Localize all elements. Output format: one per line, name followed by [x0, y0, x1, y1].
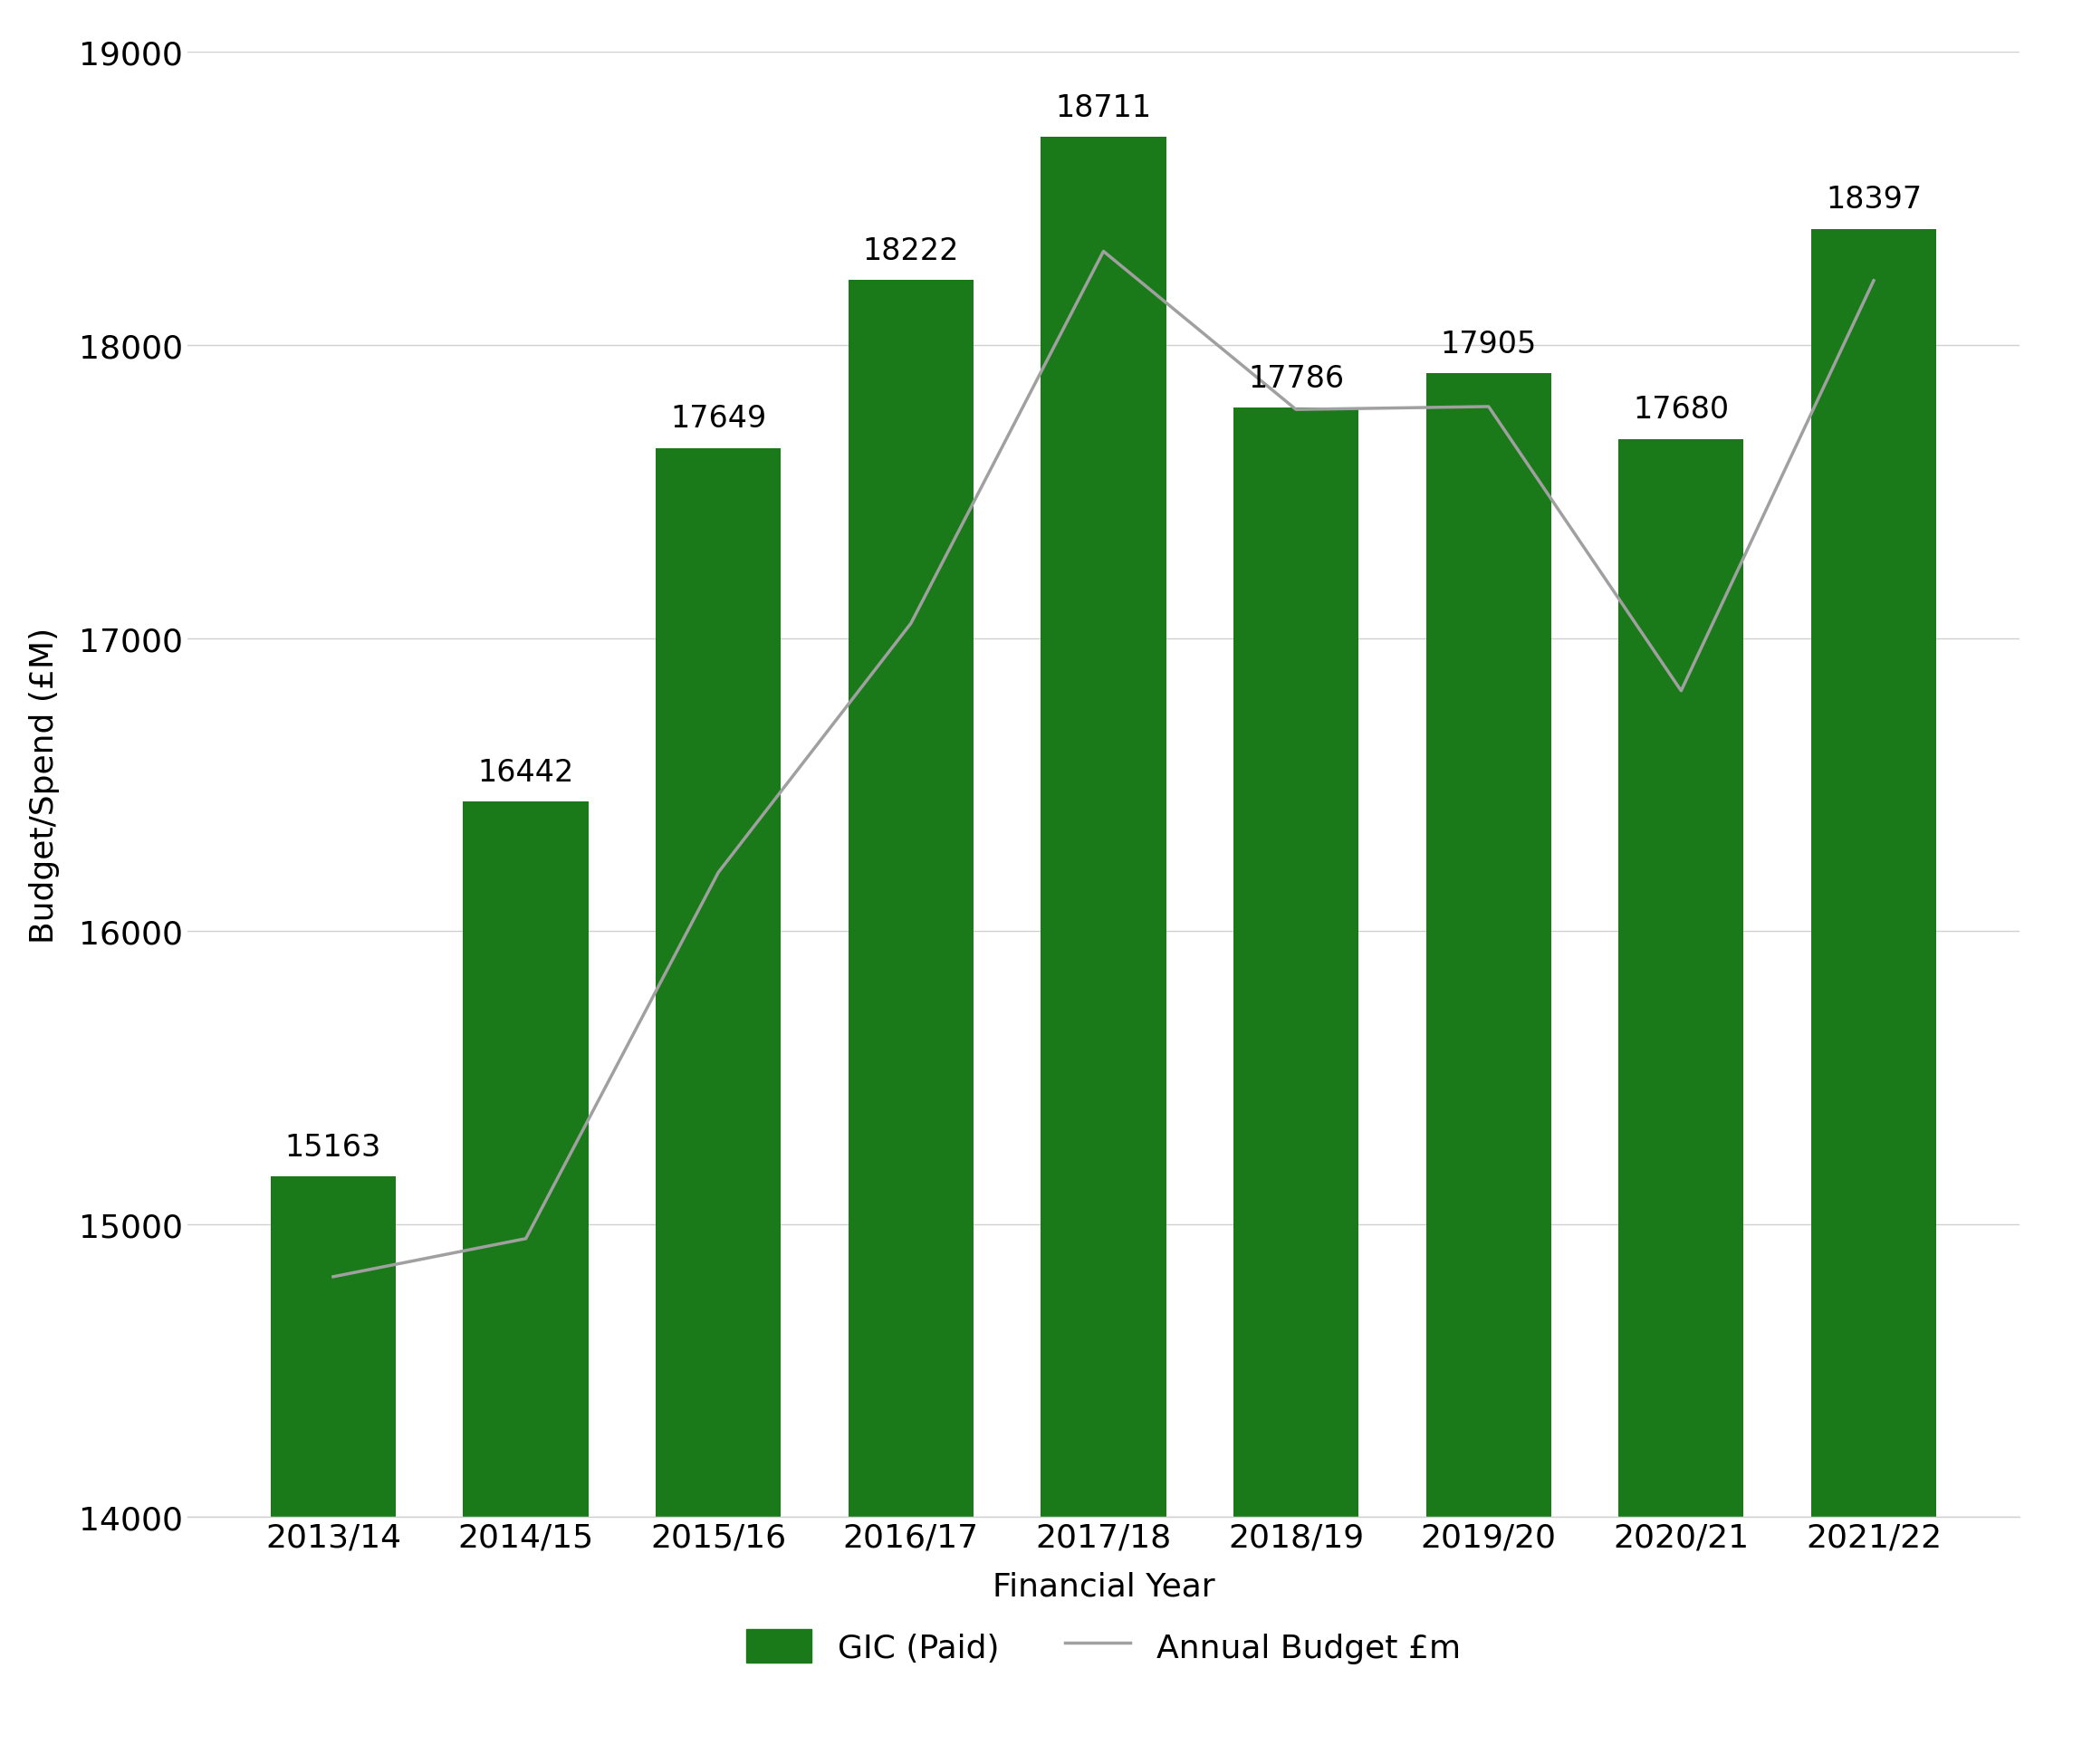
Text: 17649: 17649: [670, 404, 766, 434]
Bar: [656, 448, 781, 1764]
Text: 17786: 17786: [1247, 363, 1345, 393]
Bar: [1426, 374, 1551, 1764]
Bar: [1041, 138, 1166, 1764]
Legend: GIC (Paid), Annual Budget £m: GIC (Paid), Annual Budget £m: [733, 1616, 1474, 1676]
Text: 18222: 18222: [862, 236, 960, 266]
Bar: [271, 1177, 396, 1764]
Text: 17680: 17680: [1632, 395, 1730, 425]
Bar: [462, 803, 589, 1764]
Bar: [1618, 439, 1745, 1764]
Text: 18397: 18397: [1826, 185, 1922, 215]
Text: 16442: 16442: [477, 757, 575, 787]
Bar: [1811, 229, 1936, 1764]
Text: 15163: 15163: [285, 1132, 381, 1162]
Bar: [847, 280, 974, 1764]
X-axis label: Financial Year: Financial Year: [993, 1572, 1214, 1602]
Text: 18711: 18711: [1056, 93, 1151, 123]
Text: 17905: 17905: [1441, 330, 1537, 358]
Y-axis label: Budget/Spend (£M): Budget/Spend (£M): [29, 626, 60, 944]
Bar: [1233, 409, 1360, 1764]
